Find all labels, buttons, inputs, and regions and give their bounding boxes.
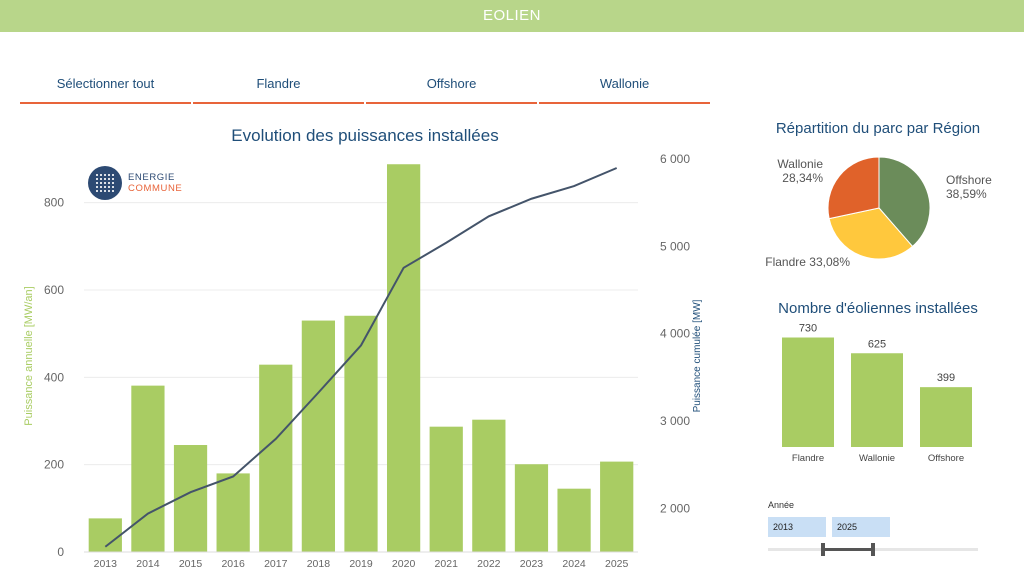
x-tick-label: 2020 <box>392 558 416 570</box>
x-tick-label: 2018 <box>307 558 331 570</box>
bar-2017[interactable] <box>259 364 293 552</box>
pie-slice-flandre[interactable] <box>828 207 914 260</box>
y-right-tick-label: 4 000 <box>660 327 690 341</box>
pie-slice-wallonie[interactable] <box>827 156 880 220</box>
bar-2024[interactable] <box>557 488 591 552</box>
x-tick-label: 2021 <box>435 558 459 570</box>
main-chart-title: Evolution des puissances installées <box>231 126 499 145</box>
x-tick-label: 2015 <box>179 558 203 570</box>
bar-2016[interactable] <box>216 473 250 552</box>
y-left-tick-label: 400 <box>44 370 64 384</box>
turbine-bar-wallonie[interactable] <box>851 353 903 447</box>
bar-2018[interactable] <box>301 320 336 552</box>
logo-line2: COMMUNE <box>128 183 183 194</box>
year-slider-range <box>823 548 873 551</box>
logo-line1: ENERGIE <box>128 172 175 183</box>
bar-2025[interactable] <box>600 461 634 552</box>
pie-label-offshore-value: 38,59% <box>946 187 987 201</box>
year-slider-handle-start[interactable] <box>821 543 825 556</box>
pie-slice-offshore[interactable] <box>878 156 931 248</box>
pie-chart-title: Répartition du parc par Région <box>775 120 981 137</box>
x-tick-label: 2014 <box>136 558 160 570</box>
x-tick-label: 2022 <box>477 558 501 570</box>
y-right-tick-label: 3 000 <box>660 414 690 428</box>
x-tick-label: 2016 <box>221 558 245 570</box>
bar-2021[interactable] <box>429 426 463 552</box>
energie-commune-logo: ENERGIE COMMUNE <box>88 166 182 200</box>
year-to-input[interactable]: 2025 <box>832 517 890 537</box>
y-right-tick-label: 6 000 <box>660 152 690 166</box>
bar-2023[interactable] <box>514 464 549 552</box>
y-axis-right-label: Puissance cumulée [MW] <box>692 299 703 412</box>
y-left-tick-label: 800 <box>44 196 64 210</box>
year-from-input[interactable]: 2013 <box>768 517 826 537</box>
year-slider-handle-end[interactable] <box>871 543 875 556</box>
turbines-chart-title: Nombre d'éoliennes installées <box>778 300 978 317</box>
pie-label-wallonie-value: 28,34% <box>782 171 823 185</box>
turbine-value-label: 730 <box>799 323 817 335</box>
turbine-category-label: Flandre <box>792 453 824 464</box>
turbine-category-label: Offshore <box>928 453 964 464</box>
pie-label-flandre: Flandre 33,08% <box>765 255 850 269</box>
bar-2015[interactable] <box>173 445 208 552</box>
turbine-value-label: 399 <box>937 372 955 384</box>
y-left-tick-label: 0 <box>57 545 64 559</box>
x-tick-label: 2025 <box>605 558 629 570</box>
x-tick-label: 2019 <box>349 558 373 570</box>
pie-label-wallonie-name: Wallonie <box>777 157 823 171</box>
logo-icon <box>88 166 122 200</box>
tab-flandre[interactable]: Flandre <box>193 70 364 104</box>
x-tick-label: 2024 <box>562 558 586 570</box>
tab-wallonie[interactable]: Wallonie <box>539 70 710 104</box>
x-tick-label: 2023 <box>520 558 544 570</box>
bar-2013[interactable] <box>88 518 122 552</box>
y-right-tick-label: 2 000 <box>660 501 690 515</box>
tab-select-all[interactable]: Sélectionner tout <box>20 70 191 104</box>
y-left-tick-label: 600 <box>44 283 64 297</box>
pie-label-flandre-value: 33,08% <box>809 255 850 269</box>
y-axis-left-label: Puissance annuelle [MW/an] <box>23 286 35 425</box>
tab-offshore[interactable]: Offshore <box>366 70 537 104</box>
bar-2019[interactable] <box>344 315 378 552</box>
turbine-value-label: 625 <box>868 338 886 350</box>
bar-2022[interactable] <box>472 419 506 552</box>
page-title: EOLIEN <box>482 7 542 24</box>
y-right-tick-label: 5 000 <box>660 239 690 253</box>
cumulative-line[interactable] <box>104 167 618 548</box>
turbine-category-label: Wallonie <box>859 453 895 464</box>
header-bar: EOLIEN <box>0 0 1024 32</box>
bar-2020[interactable] <box>386 164 421 553</box>
y-left-tick-label: 200 <box>44 458 64 472</box>
year-filter-label: Année <box>768 500 795 510</box>
turbine-bar-offshore[interactable] <box>920 387 972 447</box>
pie-label-flandre-name: Flandre <box>765 255 806 269</box>
turbine-bar-flandre[interactable] <box>782 337 834 448</box>
region-filter-tabs: Sélectionner tout Flandre Offshore Wallo… <box>20 70 710 104</box>
bar-2014[interactable] <box>131 385 165 552</box>
x-tick-label: 2013 <box>94 558 118 570</box>
x-tick-label: 2017 <box>264 558 288 570</box>
pie-label-offshore-name: Offshore <box>946 173 992 187</box>
